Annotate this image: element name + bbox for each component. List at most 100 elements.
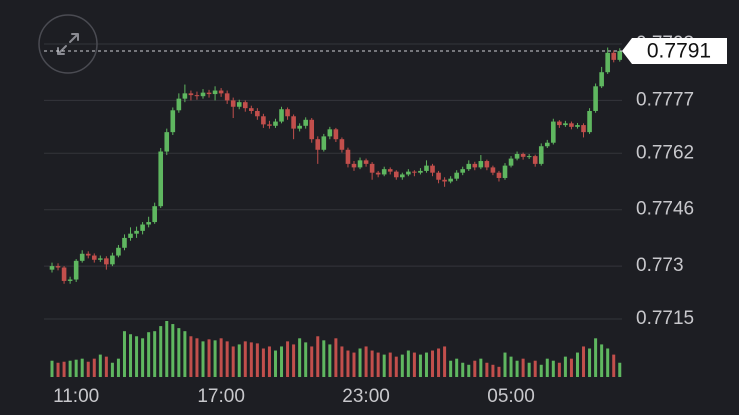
volume-bar [298,338,302,377]
candle-body [424,165,429,171]
volume-bar [261,348,265,377]
volume-bar [147,332,151,377]
volume-bar [340,346,344,377]
volume-bar [364,346,368,377]
volume-bar [153,331,157,377]
volume-bar [400,354,404,377]
candle-body [544,142,550,147]
volume-bar [557,362,561,377]
candle-body [412,171,417,173]
candle-body [242,102,248,109]
volume-bar [382,354,386,377]
candle-body [267,124,272,126]
candle-body [273,121,278,126]
volume-bar [539,364,543,377]
candle-body [146,222,151,225]
candle-body [321,136,327,150]
volume-bar [461,362,465,377]
volume-bar [515,360,519,377]
candle-body [472,163,478,168]
candle-body [249,108,254,111]
volume-bar [563,356,567,377]
candle-body [152,206,157,223]
candle-body [551,121,556,143]
candle-body [188,93,194,96]
volume-bar [62,361,66,377]
candle-body [393,171,399,178]
volume-bar [594,338,598,377]
volume-bar [437,348,441,377]
candle-body [194,95,200,97]
volume-bar [449,360,453,377]
candle-body [508,158,514,166]
volume-bar [249,342,253,377]
volume-bar [195,338,199,377]
candle-body [448,178,453,182]
candle-body [73,260,79,280]
volume-bar [575,352,579,377]
volume-bar [600,344,604,377]
candle-body [381,169,387,175]
candle-body [454,172,459,179]
volume-bar [273,350,277,377]
candle-body [218,90,224,94]
volume-bar [171,324,175,377]
volume-bar [177,328,181,377]
candle-body [315,139,321,150]
candle-body [484,161,490,168]
volume-bar [612,354,616,377]
volume-bar [231,346,235,377]
candle-body [85,253,91,256]
candle-body [140,224,145,231]
candle-body [104,258,109,265]
volume-bar [406,350,410,377]
candle-body [363,160,369,164]
volume-bar [533,360,537,377]
volume-bar [110,362,114,377]
candle-body [581,125,586,133]
candle-body [538,146,544,164]
candle-body [617,51,623,60]
candle-body [478,161,484,168]
volume-bar [237,344,241,377]
x-tick-label: 17:00 [197,386,245,407]
candle-body [418,170,423,173]
volume-bar [418,354,422,377]
volume-bar [219,338,223,377]
candle-body [79,253,85,261]
volume-bar [473,360,477,377]
volume-bar [310,346,314,377]
candle-body [61,267,67,281]
volume-bar [129,334,133,377]
volume-bar [280,346,284,377]
volume-bar [431,350,435,377]
volume-bar [388,352,392,377]
candle-layer [49,47,623,284]
candle-body [460,169,466,173]
volume-layer [50,321,622,377]
candle-body [430,165,435,173]
candle-body [212,90,218,95]
candle-body [351,163,357,168]
candle-body [375,172,381,175]
candle-body [436,172,441,180]
candle-body [110,255,115,265]
volume-bar [255,343,259,377]
volume-bar [267,346,271,377]
candle-body [158,151,164,207]
candle-body [55,266,61,268]
volume-bar [304,342,308,377]
volume-bar [467,364,471,377]
candle-body [490,167,496,173]
volume-bar [497,366,501,377]
candle-body [587,110,592,133]
candle-body [291,116,296,129]
volume-bar [370,350,374,377]
expand-circle[interactable] [38,14,98,74]
candle-body [611,52,617,60]
volume-bar [74,359,78,377]
volume-bar [606,348,610,377]
volume-bar [292,344,296,377]
